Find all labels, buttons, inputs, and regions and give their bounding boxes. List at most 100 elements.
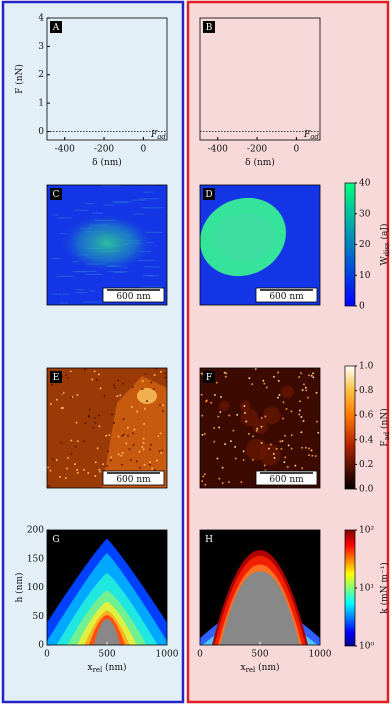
heatmap-pixel [144, 373, 147, 375]
heatmap-pixel [141, 446, 144, 448]
heatmap-pixel [77, 440, 79, 443]
annotation: Fad [303, 130, 319, 142]
heatmap-pixel [94, 421, 97, 424]
heatmap-pixel [98, 425, 101, 428]
heatmap-pixel [204, 484, 207, 486]
heatmap-streak [75, 291, 88, 294]
heatmap-streak [142, 207, 164, 209]
panel-label: F [206, 373, 212, 383]
heatmap-pixel [129, 459, 132, 461]
map-layer [220, 571, 300, 645]
heatmap-pixel [300, 416, 303, 418]
heatmap-pixel [278, 394, 281, 396]
x-tick-label: 0 [294, 145, 300, 155]
panel-label: D [205, 190, 212, 200]
heatmap-pixel [263, 382, 266, 385]
x-axis-label-part: rel [93, 666, 103, 674]
heatmap-streak [57, 217, 72, 219]
map-layer [93, 619, 121, 645]
heatmap-pixel [201, 480, 203, 482]
colorbar-tick-label: 30 [359, 209, 371, 219]
heatmap-pixel [254, 368, 257, 370]
heatmap-pixel [300, 431, 303, 434]
heatmap-pixel [127, 434, 129, 437]
heatmap-pixel [157, 435, 160, 437]
heatmap-pixel [200, 372, 203, 375]
heatmap-pixel [116, 395, 119, 397]
heatmap-pixel [280, 448, 283, 450]
annotation: Fad [150, 130, 166, 142]
annotation-part: F [303, 130, 311, 140]
heatmap-pixel [122, 382, 125, 385]
heatmap-pixel [304, 386, 307, 389]
heatmap-pixel [272, 453, 275, 455]
heatmap-streak [85, 203, 95, 205]
heatmap-pixel [52, 458, 54, 461]
colorbar-label-part: F [380, 440, 390, 446]
heatmap-pixel [261, 417, 263, 419]
heatmap-pixel [56, 398, 58, 401]
heatmap-pixel [275, 448, 278, 450]
plot-frame [199, 529, 321, 646]
heatmap-pixel [66, 467, 68, 470]
heatmap-pixel [121, 434, 123, 437]
map-region [93, 619, 121, 645]
heatmap-pixel [290, 447, 293, 450]
heatmap-pixel [141, 380, 144, 382]
heatmap-pixel [224, 443, 226, 445]
heatmap-pixel [265, 386, 268, 389]
heatmap-pixel [225, 372, 228, 375]
heatmap-pixel [107, 450, 109, 453]
x-tick-label: -400 [208, 145, 228, 155]
heatmap-pixel [308, 454, 310, 456]
heatmap-pixel [312, 376, 315, 379]
heatmap-pixel [284, 456, 287, 459]
heatmap-pixel [205, 400, 207, 403]
heatmap-pixel [301, 467, 304, 470]
heatmap-pixel [240, 481, 243, 483]
heatmap-pixel [310, 449, 313, 452]
heatmap-streak [138, 259, 154, 262]
y-axis-label-part: F (nN) [14, 64, 25, 94]
heatmap-pixel [215, 381, 218, 384]
colorbar-tick-label: 10 [359, 271, 371, 281]
heatmap-pixel [146, 400, 148, 402]
heatmap-pixel [113, 422, 115, 424]
heatmap-blob-core [215, 213, 275, 261]
plot-frame [46, 529, 168, 646]
heatmap-pixel [135, 460, 138, 463]
heatmap-pixel [255, 430, 258, 432]
heatmap-pixel [290, 434, 293, 436]
panel-label: E [53, 373, 60, 383]
heatmap-pixel [294, 464, 297, 467]
scalebar-box [102, 287, 165, 303]
heatmap-pixel [117, 435, 120, 438]
heatmap-pixel [164, 376, 166, 379]
heatmap-pixel [159, 432, 162, 435]
heatmap-pixel [108, 434, 111, 436]
heatmap-pixel [221, 482, 224, 484]
colorbar-label-part: (aJ) [379, 223, 390, 242]
heatmap-streak [142, 274, 152, 277]
heatmap-pixel [210, 401, 212, 404]
heatmap-streak [140, 286, 163, 288]
plot-frame [46, 17, 168, 141]
heatmap-pixel [94, 461, 97, 464]
heatmap-pixel [286, 466, 289, 468]
colorbar-label-part: W [380, 256, 390, 266]
heatmap-pixel [96, 447, 99, 450]
heatmap-pixel [128, 448, 131, 451]
heatmap-streak [147, 275, 159, 277]
heatmap-pixel [232, 429, 235, 432]
heatmap-pixel [55, 459, 58, 461]
annotation-part: ad [310, 133, 319, 141]
heatmap-pixel [114, 387, 116, 389]
heatmap-pixel [206, 399, 208, 402]
heatmap-pixel [247, 433, 250, 435]
annotation-part: F [150, 130, 158, 140]
heatmap-pixel [287, 444, 290, 447]
heatmap-pixel [252, 458, 254, 461]
colorbar [344, 365, 356, 490]
heatmap-pixel [162, 410, 164, 412]
colorbar-tick-label: 0.0 [359, 485, 374, 495]
